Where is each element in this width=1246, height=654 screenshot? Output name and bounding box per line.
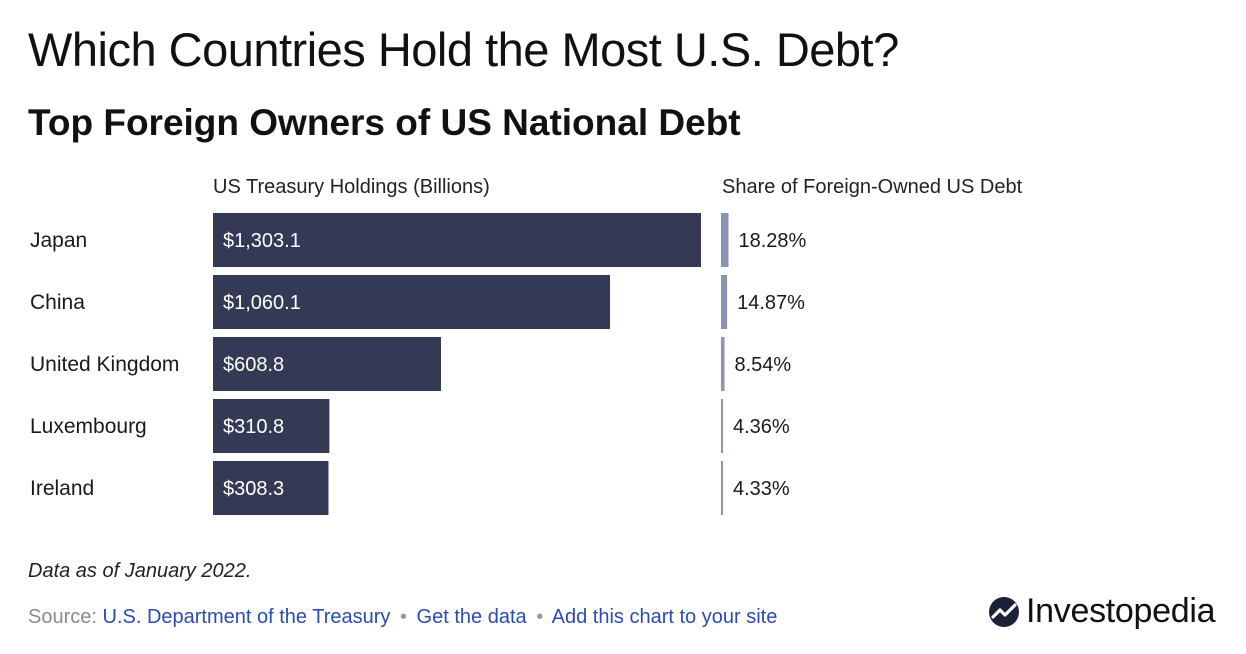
category-label: United Kingdom	[30, 353, 179, 376]
share-label: 14.87%	[737, 292, 805, 314]
share-label: 8.54%	[735, 354, 792, 376]
share-label: 4.36%	[733, 416, 790, 438]
value-bar	[213, 461, 329, 515]
investopedia-logo-icon	[989, 596, 1019, 627]
value-bar	[213, 399, 330, 453]
category-label: China	[30, 291, 85, 314]
value-label: $310.8	[223, 416, 284, 438]
value-bar	[213, 213, 701, 267]
value-label: $1,303.1	[223, 230, 301, 252]
share-column-header: Share of Foreign-Owned US Debt	[722, 176, 1023, 198]
source-treasury-link[interactable]: U.S. Department of the Treasury	[102, 606, 391, 628]
category-label: Luxembourg	[30, 415, 147, 438]
brand-name: Investopedia	[1026, 592, 1216, 630]
value-bar	[213, 337, 441, 391]
category-label: Ireland	[30, 477, 94, 500]
category-label: Japan	[30, 229, 87, 252]
share-label: 18.28%	[739, 230, 807, 252]
data-note: Data as of January 2022.	[28, 560, 252, 582]
source-separator: •	[536, 606, 544, 628]
chart-title: Which Countries Hold the Most U.S. Debt?	[28, 23, 899, 76]
add-chart-link[interactable]: Add this chart to your site	[551, 606, 778, 628]
source-prefix: Source:	[28, 606, 97, 628]
source-separator: •	[399, 606, 407, 628]
share-bar	[721, 461, 723, 515]
share-bar	[721, 275, 728, 329]
share-label: 4.33%	[733, 478, 790, 500]
value-label: $1,060.1	[223, 292, 301, 314]
share-bar	[721, 213, 729, 267]
value-label: $608.8	[223, 354, 284, 376]
values-column-header: US Treasury Holdings (Billions)	[213, 176, 490, 198]
get-the-data-link[interactable]: Get the data	[416, 606, 527, 628]
investopedia-brand[interactable]: Investopedia	[988, 592, 1216, 631]
share-bar	[721, 337, 725, 391]
bar-chart: Japan $1,303.1 18.28% China $1,060.1 14.87% Un…	[30, 213, 807, 515]
share-bar	[721, 399, 723, 453]
chart-subtitle: Top Foreign Owners of US National Debt	[28, 102, 741, 143]
source-line: Source: U.S. Department of the Treasury …	[28, 606, 777, 629]
value-bar	[213, 275, 610, 329]
value-label: $308.3	[223, 478, 284, 500]
